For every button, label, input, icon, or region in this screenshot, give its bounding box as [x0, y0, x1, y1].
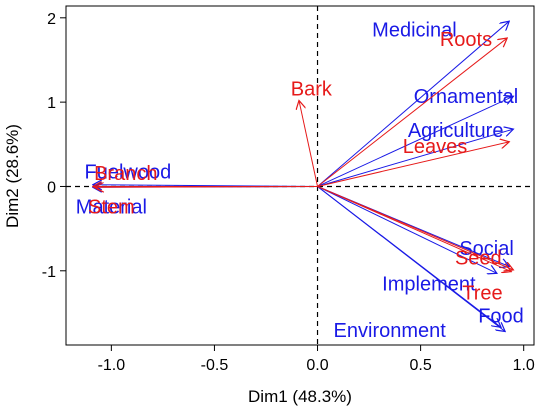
- vector-arrow-agriculture: [317, 129, 514, 187]
- y-tick-label: -1: [42, 264, 56, 281]
- x-tick-label: 0.5: [409, 357, 431, 374]
- vector-arrow-stem: [95, 186, 318, 187]
- vector-series: Roots Bark Leaves Branch Stem Seed Tree: [88, 29, 513, 305]
- y-tick-label: 0: [47, 179, 56, 196]
- x-axis-title: Dim1 (48.3%): [248, 387, 352, 406]
- y-tick-label: 1: [47, 95, 56, 112]
- vector-label-bark: Bark: [291, 79, 333, 101]
- plot-frame: [65, 5, 535, 346]
- vector-label-environment: Environment: [334, 320, 447, 342]
- vector-arrow-implement: [317, 186, 497, 273]
- vector-arrow-bark: [299, 100, 319, 187]
- vector-label-medicinal: Medicinal: [372, 20, 456, 42]
- x-tick-label: 1.0: [513, 357, 535, 374]
- x-tick-label: -0.5: [201, 357, 229, 374]
- x-tick-label: -1.0: [98, 357, 126, 374]
- vector-arrow-leaves: [317, 142, 510, 187]
- vector-label-seed: Seed: [455, 247, 502, 269]
- vector-label-agriculture: Agriculture: [408, 120, 504, 142]
- vector-label-leaves: Leaves: [403, 136, 468, 158]
- vector-label-material: Material: [76, 197, 147, 219]
- vector-label-stem: Stem: [88, 197, 135, 219]
- vector-label-fuelwood: Fuelwood: [84, 161, 171, 183]
- y-tick-label: 2: [47, 11, 56, 28]
- vector-label-ornamental: Ornamental: [414, 86, 519, 108]
- vector-arrow-tree: [317, 186, 512, 271]
- vector-label-food: Food: [478, 305, 524, 327]
- vector-arrow-ornamental: [317, 96, 514, 187]
- vector-label-branch: Branch: [94, 163, 157, 185]
- vector-label-roots: Roots: [440, 29, 492, 51]
- vector-arrow-roots: [317, 38, 508, 187]
- x-tick-label: 0.0: [306, 357, 328, 374]
- vector-arrow-medicinal: [317, 21, 510, 187]
- y-axis-title: Dim2 (28.6%): [3, 124, 22, 228]
- vector-arrow-environment: [317, 186, 506, 331]
- vector-label-tree: Tree: [462, 283, 502, 305]
